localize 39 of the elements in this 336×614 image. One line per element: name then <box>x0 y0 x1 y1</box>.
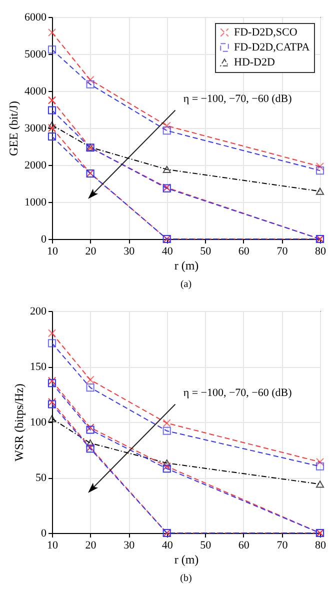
x-tick-label: 10 <box>47 246 58 258</box>
y-axis-title: GEE (bit/J) <box>6 101 20 156</box>
x-tick-label: 10 <box>47 540 58 552</box>
x-tick-label: 50 <box>200 246 212 258</box>
x-tick-label: 30 <box>124 540 136 552</box>
x-tick-label: 40 <box>162 540 174 552</box>
y-tick-label: 0 <box>41 528 47 540</box>
x-tick-label: 70 <box>276 246 288 258</box>
y-tick-label: 1000 <box>24 196 47 208</box>
y-tick-label: 3000 <box>24 122 47 134</box>
y-tick-label: 200 <box>30 306 47 318</box>
x-tick-label: 80 <box>315 246 326 258</box>
x-tick-label: 30 <box>124 246 136 258</box>
x-tick-label: 20 <box>85 246 97 258</box>
annotation: η = −100, −70, −60 (dB) <box>183 387 292 400</box>
x-tick-label: 70 <box>276 540 288 552</box>
legend-label: FD-D2D,CATPA <box>234 42 310 54</box>
x-tick-label: 20 <box>85 540 97 552</box>
y-tick-label: 150 <box>30 361 47 373</box>
x-tick-label: 50 <box>200 540 212 552</box>
annotation: η = −100, −70, −60 (dB) <box>183 93 292 106</box>
legend-label: HD-D2D <box>234 56 275 68</box>
y-tick-label: 4000 <box>24 86 47 98</box>
x-tick-label: 40 <box>162 246 174 258</box>
y-tick-label: 5000 <box>24 48 47 60</box>
y-tick-label: 0 <box>41 234 47 246</box>
y-tick-label: 50 <box>36 472 47 484</box>
y-tick-label: 100 <box>30 416 47 428</box>
x-tick-label: 60 <box>238 246 250 258</box>
text: (a) <box>180 279 192 290</box>
x-tick-label: 80 <box>315 540 326 552</box>
y-tick-label: 6000 <box>24 12 47 24</box>
text: (b) <box>180 573 192 584</box>
y-tick-label: 2000 <box>24 160 47 172</box>
x-tick-label: 60 <box>238 540 250 552</box>
y-axis-title: WSR (bitps/Hz) <box>12 384 26 462</box>
x-axis-title: r (m) <box>174 258 199 272</box>
legend-label: FD-D2D,SCO <box>234 26 298 38</box>
x-axis-title: r (m) <box>174 552 199 566</box>
